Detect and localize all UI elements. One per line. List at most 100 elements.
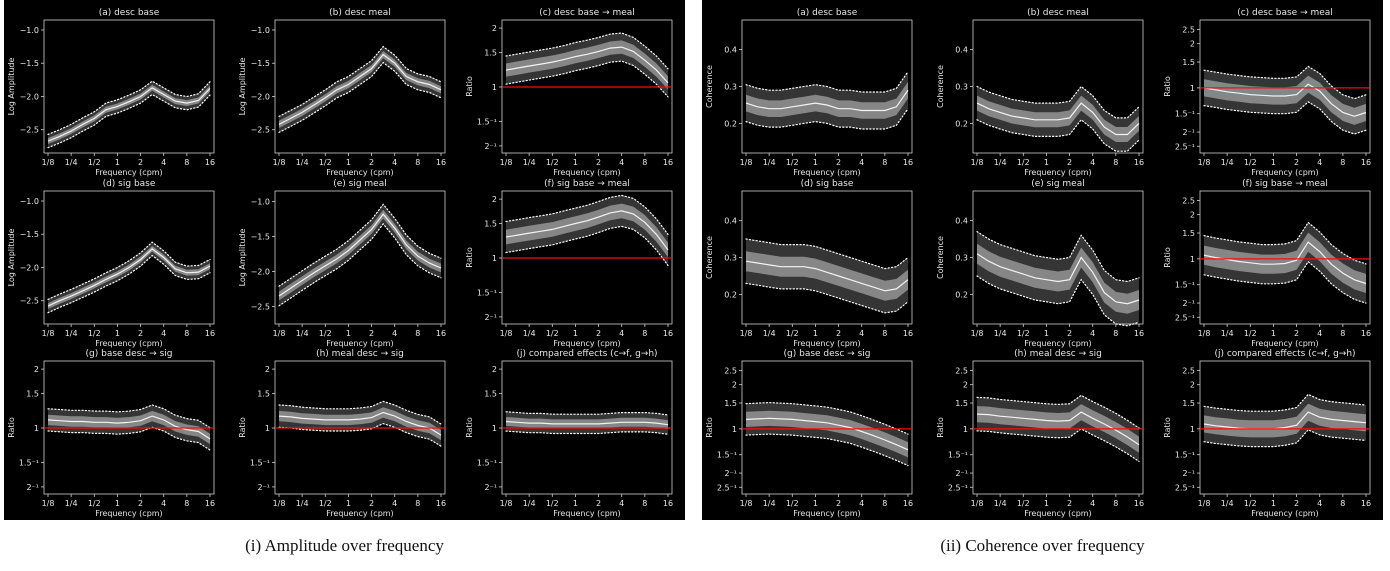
right-panel-8-xtick-label: 1/4: [994, 499, 1007, 508]
right-panel-7-ytick-label: 1.5: [724, 399, 737, 408]
left-panel-3-ytick-label: 2: [492, 24, 497, 33]
right-panel-3-title: (c) desc base → meal: [1237, 8, 1333, 18]
right-panel-7-xtick-label: 16: [903, 499, 913, 508]
right-panel-3-xtick-label: 1/2: [1244, 158, 1257, 167]
right-panel-5-xtick-label: 2: [1067, 329, 1072, 338]
amplitude-figure-canvas: 1/8 1/4 1/2 1 2 4 8 16 Frequency (cpm) −2.5 −2.0 −1…: [7, 8, 673, 518]
left-panel-8-upper-quantile: [278, 400, 442, 425]
left-panel-2-frame: [274, 19, 446, 154]
right-panel-7-ylabel: Ratio: [705, 417, 714, 438]
right-panel-7-xtick-label: 1/2: [786, 499, 799, 508]
right-panel-6-xtick-label: 16: [1361, 329, 1371, 338]
left-panel-8-xtick-label: 1/2: [319, 499, 332, 508]
right-panel-3-xlabel: Frequency (cpm): [1251, 168, 1318, 177]
right-panel-3-ytick-label: 2.5: [1182, 25, 1195, 34]
left-panel-3-ytick-label: 1.5: [484, 49, 497, 58]
left-panel-4-ytick-label: −2.5: [20, 297, 39, 306]
left-panel-4-xtick-label: 1: [115, 329, 120, 338]
left-panel-4-xtick-label: 16: [205, 329, 215, 338]
right-panel-7-title: (g) base desc → sig: [784, 349, 871, 359]
right-panel-9-xtick-label: 4: [1317, 499, 1322, 508]
left-panel-7-xtick-label: 1: [115, 499, 120, 508]
left-panel-5-ytick-label: −1.0: [251, 198, 270, 207]
right-panel-3-median-line: [1203, 83, 1367, 117]
left-panel-2-xtick-label: 16: [436, 158, 446, 167]
right-panel-2-ytick-label: 0.3: [955, 83, 968, 92]
right-panel-4-xtick-label: 1/4: [763, 329, 776, 338]
left-panel-3-xtick-label: 1/4: [523, 158, 536, 167]
amplitude-figure: 1/8 1/4 1/2 1 2 4 8 16 Frequency (cpm) −2.5 −2.0 −1…: [4, 0, 685, 520]
right-panel-8-ytick-label: 1.5: [955, 399, 968, 408]
right-panel-9: 1/8 1/4 1/2 1 2 4 8 16 Frequency (cpm) 2.5⁻¹ 2⁻¹ 1.…: [1163, 349, 1371, 518]
right-panel-8-xtick-label: 1: [1044, 499, 1049, 508]
left-panel-4-lower-quantile: [47, 254, 211, 314]
left-panel-5-core-band: [279, 209, 441, 301]
right-panel-6-ytick-label: 1: [1190, 255, 1195, 264]
right-panel-3-ylabel: Ratio: [1163, 76, 1172, 97]
right-panel-7-xtick-label: 1/8: [740, 499, 753, 508]
left-panel-8-xtick-label: 1/8: [273, 499, 286, 508]
right-panel-9-spread-band: [1204, 394, 1366, 447]
left-panel-1-xtick-label: 2: [138, 158, 143, 167]
left-panel-6-xtick-label: 8: [642, 329, 647, 338]
left-panel-2-title: (b) desc meal: [329, 8, 391, 18]
left-panel-5-ytick-label: −1.5: [251, 233, 270, 242]
left-panel-6-xtick-label: 1: [573, 329, 578, 338]
right-panel-4-xtick-label: 8: [882, 329, 887, 338]
right-panel-7-median-line: [745, 417, 909, 451]
left-panel-7-ytick-label: 1.5⁻¹: [19, 458, 39, 467]
left-panel-3-core-band: [506, 40, 668, 90]
right-panel-8-xtick-label: 1/2: [1017, 499, 1030, 508]
left-panel-1-frame: [43, 19, 215, 154]
right-panel-5-ytick-label: 0.4: [955, 217, 968, 226]
right-panel-1-xlabel: Frequency (cpm): [793, 168, 860, 177]
right-panel-9-median-line: [1203, 411, 1367, 430]
left-panel-7-xtick-label: 2: [138, 499, 143, 508]
left-panel-6-xlabel: Frequency (cpm): [553, 339, 620, 348]
right-panel-6-title: (f) sig base → meal: [1242, 179, 1328, 189]
right-panel-2-ylabel: Coherence: [936, 65, 945, 108]
left-panel-1-xtick-label: 16: [205, 158, 215, 167]
right-panel-3-ytick-label: 2.5⁻¹: [1175, 142, 1195, 151]
left-panel-3-xtick-label: 16: [663, 158, 673, 167]
left-panel-5-ytick-label: −2.0: [251, 268, 270, 277]
left-panel-9-ytick-label: 1: [492, 424, 497, 433]
right-panel-3-ytick-label: 1.5⁻¹: [1175, 110, 1195, 119]
left-panel-8: 1/8 1/4 1/2 1 2 4 8 16 Frequency (cpm) 2⁻¹ 1.5⁻¹ 1 1…: [238, 349, 446, 518]
right-panel-2-lower-quantile: [976, 118, 1140, 152]
left-panel-5-xlabel: Frequency (cpm): [326, 339, 393, 348]
right-panel-7-xtick-label: 2: [836, 499, 841, 508]
right-panel-4-xtick-label: 1: [813, 329, 818, 338]
right-panel-5-xtick-label: 1/2: [1017, 329, 1030, 338]
right-panel-1-median-line: [745, 89, 909, 112]
right-panel-3-xtick-label: 1: [1271, 158, 1276, 167]
right-panel-7: 1/8 1/4 1/2 1 2 4 8 16 Frequency (cpm) 2.5⁻¹ 2⁻¹ 1.…: [705, 349, 913, 518]
right-panel-3: 1/8 1/4 1/2 1 2 4 8 16 Frequency (cpm) 2.5⁻¹ 2⁻¹ 1.…: [1163, 8, 1371, 177]
right-panel-7-xtick-label: 1: [813, 499, 818, 508]
left-panel-8-ytick-label: 1.5: [257, 390, 270, 399]
right-panel-1-lower-quantile: [745, 108, 909, 130]
right-panel-5-xlabel: Frequency (cpm): [1024, 339, 1091, 348]
right-panel-4-spread-band: [746, 239, 908, 313]
right-panel-1-ytick-label: 0.3: [724, 83, 737, 92]
left-panel-6-xtick-label: 2: [596, 329, 601, 338]
left-panel-9-median-line: [505, 420, 669, 426]
left-panel-4-ytick-label: −1.0: [20, 197, 39, 206]
right-panel-9-frame: [1199, 360, 1371, 495]
right-panel-8-xlabel: Frequency (cpm): [1024, 509, 1091, 518]
left-panel-3-xtick-label: 1: [573, 158, 578, 167]
left-panel-9-xtick-label: 4: [619, 499, 624, 508]
right-panel-5-ytick-label: 0.3: [955, 254, 968, 263]
left-panel-2-xtick-label: 1/2: [319, 158, 332, 167]
left-panel-3-upper-quantile: [505, 32, 669, 70]
right-panel-6-core-band: [1204, 232, 1366, 293]
left-panel-5-xtick-label: 1/4: [296, 329, 309, 338]
right-panel-1-xtick-label: 1: [813, 158, 818, 167]
left-panel-5-xtick-label: 16: [436, 329, 446, 338]
right-panel-1-xtick-label: 1/8: [740, 158, 753, 167]
right-panel-7-upper-quantile: [745, 401, 909, 435]
right-panel-8-ytick-label: 2: [963, 381, 968, 390]
right-panel-2-median-line: [976, 102, 1140, 136]
right-panel-3-xtick-label: 1/4: [1221, 158, 1234, 167]
right-panel-8-ytick-label: 1: [963, 425, 968, 434]
